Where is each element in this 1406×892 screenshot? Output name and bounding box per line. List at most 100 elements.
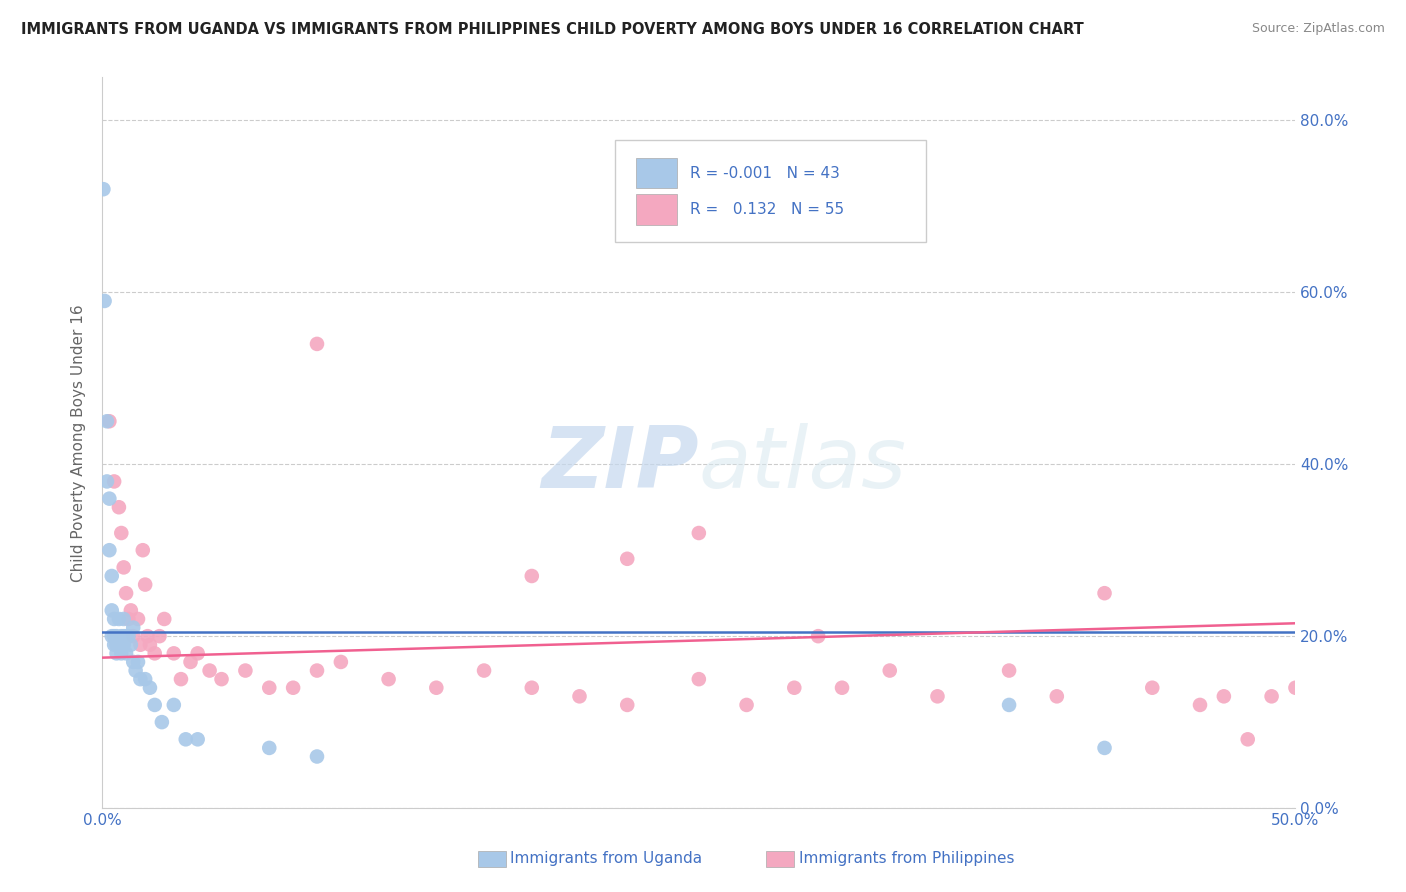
Point (1212, 690, 1234, 704)
Point (112, 560, 135, 574)
Point (110, 629, 132, 643)
Point (927, 690, 949, 704)
Point (110, 646, 132, 660)
Point (98, 491, 121, 506)
Point (831, 681, 853, 695)
Point (148, 629, 170, 643)
Point (96, 475, 118, 489)
Point (187, 732, 209, 747)
Point (127, 655, 149, 669)
Point (139, 638, 162, 652)
Text: atlas: atlas (699, 423, 907, 506)
Point (472, 664, 495, 678)
Point (143, 646, 166, 660)
Point (112, 629, 135, 643)
Point (1142, 681, 1164, 695)
Point (93, 182, 115, 196)
Point (103, 629, 125, 643)
Point (1236, 732, 1258, 747)
Point (198, 664, 221, 678)
Point (122, 629, 145, 643)
Point (1284, 681, 1306, 695)
Point (187, 646, 209, 660)
Point (139, 681, 162, 695)
Point (117, 612, 139, 626)
Point (117, 629, 139, 643)
Point (93, 293, 115, 308)
Point (211, 672, 233, 686)
Point (103, 638, 125, 652)
Point (110, 638, 132, 652)
Point (103, 475, 125, 489)
Point (115, 646, 138, 660)
Text: ZIP: ZIP (541, 423, 699, 506)
Point (108, 638, 131, 652)
Point (115, 586, 138, 600)
FancyBboxPatch shape (616, 139, 925, 242)
Point (96, 414, 118, 428)
Point (688, 526, 710, 541)
Point (305, 749, 328, 764)
Point (998, 664, 1021, 678)
Point (174, 732, 197, 747)
Point (1188, 698, 1211, 712)
Point (132, 543, 155, 558)
Text: Immigrants from Philippines: Immigrants from Philippines (799, 852, 1014, 866)
Point (134, 577, 156, 591)
Text: R =   0.132   N = 55: R = 0.132 N = 55 (690, 202, 845, 217)
Point (98, 543, 121, 558)
Point (688, 672, 710, 686)
FancyBboxPatch shape (636, 158, 678, 188)
Point (170, 672, 193, 686)
Point (134, 672, 156, 686)
Text: R = -0.001   N = 43: R = -0.001 N = 43 (690, 166, 841, 181)
Point (377, 672, 399, 686)
Point (520, 569, 543, 583)
Point (108, 500, 131, 515)
FancyBboxPatch shape (636, 194, 678, 225)
Point (129, 672, 152, 686)
Point (616, 551, 638, 566)
Point (235, 664, 257, 678)
Point (120, 603, 142, 617)
Point (1094, 740, 1116, 755)
Point (100, 569, 122, 583)
Point (143, 698, 166, 712)
Point (112, 612, 135, 626)
Point (124, 664, 146, 678)
Point (115, 629, 138, 643)
Point (163, 698, 186, 712)
Point (305, 337, 328, 351)
Point (153, 612, 176, 626)
Point (616, 698, 638, 712)
Point (100, 603, 122, 617)
Point (112, 638, 135, 652)
Point (1046, 690, 1069, 704)
Y-axis label: Child Poverty Among Boys Under 16: Child Poverty Among Boys Under 16 (72, 304, 86, 582)
Point (103, 612, 125, 626)
Point (127, 612, 149, 626)
Point (783, 681, 806, 695)
Point (259, 740, 281, 755)
Point (1094, 586, 1116, 600)
Text: Source: ZipAtlas.com: Source: ZipAtlas.com (1251, 22, 1385, 36)
Point (879, 664, 901, 678)
Point (129, 638, 152, 652)
Point (425, 681, 447, 695)
Point (329, 655, 352, 669)
Point (136, 629, 159, 643)
Point (807, 629, 830, 643)
Point (105, 646, 128, 660)
Point (163, 646, 186, 660)
Point (568, 690, 591, 704)
Point (105, 638, 128, 652)
Point (122, 621, 145, 635)
Text: Immigrants from Uganda: Immigrants from Uganda (510, 852, 703, 866)
Point (122, 655, 145, 669)
Point (520, 681, 543, 695)
Point (281, 681, 304, 695)
Point (108, 612, 131, 626)
Point (150, 715, 173, 730)
Point (98, 414, 121, 428)
Point (110, 526, 132, 541)
